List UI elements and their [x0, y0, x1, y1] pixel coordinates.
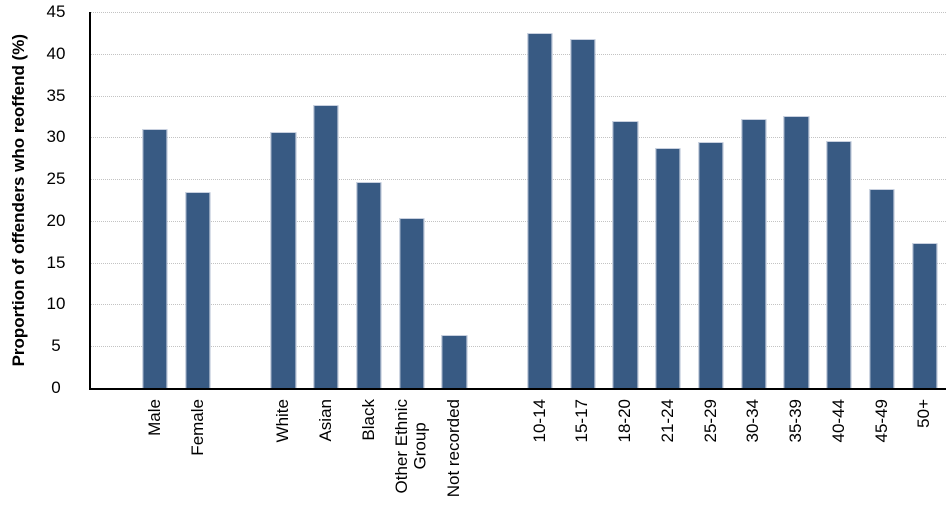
bar-slot [134, 12, 177, 388]
y-tick-label: 25 [46, 169, 66, 189]
y-axis-title-text: Proportion of offenders who reoffend (%) [9, 33, 28, 367]
bar [612, 121, 638, 388]
x-category-cell: 30-34 [732, 399, 775, 512]
bar [741, 118, 767, 388]
h-gridline [91, 346, 946, 348]
x-category-label: 40-44 [828, 399, 848, 443]
bar-slot [775, 12, 818, 388]
x-category-cell: Asian [305, 399, 348, 512]
x-category-label: 18-20 [615, 399, 635, 443]
x-category-label: Other Ethnic Group [392, 399, 430, 494]
x-category-label: White [273, 399, 293, 443]
bar [912, 242, 938, 388]
x-category-label: Not recorded [444, 399, 464, 498]
h-gridline [91, 95, 946, 97]
x-category-cell: 18-20 [604, 399, 647, 512]
x-category-label: 25-29 [700, 399, 720, 443]
bar [826, 140, 852, 388]
h-gridline [91, 137, 946, 139]
x-category-cell: 40-44 [818, 399, 861, 512]
x-category-cell: Female [177, 399, 220, 512]
y-tick-label: 10 [46, 294, 66, 314]
y-tick-label: 15 [46, 252, 66, 272]
x-category-label: Female [187, 399, 207, 456]
bar-slot [690, 12, 733, 388]
y-tick-label: 0 [51, 378, 61, 397]
y-tick-label: 30 [46, 127, 66, 147]
spacer-slot [219, 12, 262, 388]
x-category-label: Male [144, 399, 164, 436]
bar-slot [561, 12, 604, 388]
bar-slot [390, 12, 433, 388]
y-tick-label: 40 [46, 43, 66, 63]
x-category-cell: 10-14 [519, 399, 562, 512]
bar [142, 128, 168, 388]
x-category-label: Black [358, 399, 378, 441]
bar [698, 141, 724, 388]
bar [270, 131, 296, 388]
bars-layer [91, 12, 946, 388]
x-category-cell [219, 399, 262, 512]
x-category-cell: 35-39 [775, 399, 818, 512]
bar-slot [262, 12, 305, 388]
x-category-label: 50+ [914, 399, 934, 428]
bar [313, 104, 339, 388]
spacer-slot [91, 12, 134, 388]
x-category-cell: 25-29 [690, 399, 733, 512]
x-category-label: 10-14 [529, 399, 549, 443]
x-category-label: 45-49 [871, 399, 891, 443]
bar [570, 38, 596, 388]
bar [185, 192, 211, 388]
h-gridline [91, 12, 946, 13]
x-category-label: 30-34 [743, 399, 763, 443]
y-tick-label: 20 [46, 210, 66, 230]
bar [869, 189, 895, 388]
y-tick-label: 35 [46, 85, 66, 105]
x-category-cell: Other Ethnic Group [390, 399, 433, 512]
h-gridline [91, 262, 946, 264]
bar [399, 217, 425, 388]
x-category-cell: Black [348, 399, 391, 512]
x-category-cell: 15-17 [561, 399, 604, 512]
bar-slot [903, 12, 946, 388]
bar-slot [348, 12, 391, 388]
x-category-cell [476, 399, 519, 512]
bar [783, 116, 809, 388]
x-category-label: 21-24 [657, 399, 677, 443]
x-category-label: Asian [315, 399, 335, 442]
bar [356, 182, 382, 388]
x-category-label: 35-39 [786, 399, 806, 443]
x-category-cell: Not recorded [433, 399, 476, 512]
x-category-cell: 45-49 [861, 399, 904, 512]
h-gridline [91, 220, 946, 222]
bar-slot [647, 12, 690, 388]
h-gridline [91, 304, 946, 306]
y-tick-label: 45 [46, 2, 66, 21]
x-axis-category-labels: Male Female White Asian Black Other Ethnic Gr… [91, 399, 946, 512]
bar-slot [732, 12, 775, 388]
bar-slot [519, 12, 562, 388]
y-tick-label: 5 [51, 336, 61, 356]
bar-slot [604, 12, 647, 388]
bar-slot [177, 12, 220, 388]
x-category-cell: Male [134, 399, 177, 512]
h-gridline [91, 179, 946, 181]
bar-slot [818, 12, 861, 388]
x-category-cell: 21-24 [647, 399, 690, 512]
x-category-cell: 50+ [903, 399, 946, 512]
x-category-cell [91, 399, 134, 512]
bar-slot [433, 12, 476, 388]
x-category-cell: White [262, 399, 305, 512]
bar-slot [861, 12, 904, 388]
bar-slot [305, 12, 348, 388]
bar [655, 148, 681, 388]
plot-area [89, 12, 946, 390]
bar [527, 32, 553, 388]
y-axis-title: Proportion of offenders who reoffend (%) [0, 12, 38, 388]
x-category-label: 15-17 [572, 399, 592, 443]
h-gridline [91, 53, 946, 55]
spacer-slot [476, 12, 519, 388]
bar [441, 335, 467, 388]
